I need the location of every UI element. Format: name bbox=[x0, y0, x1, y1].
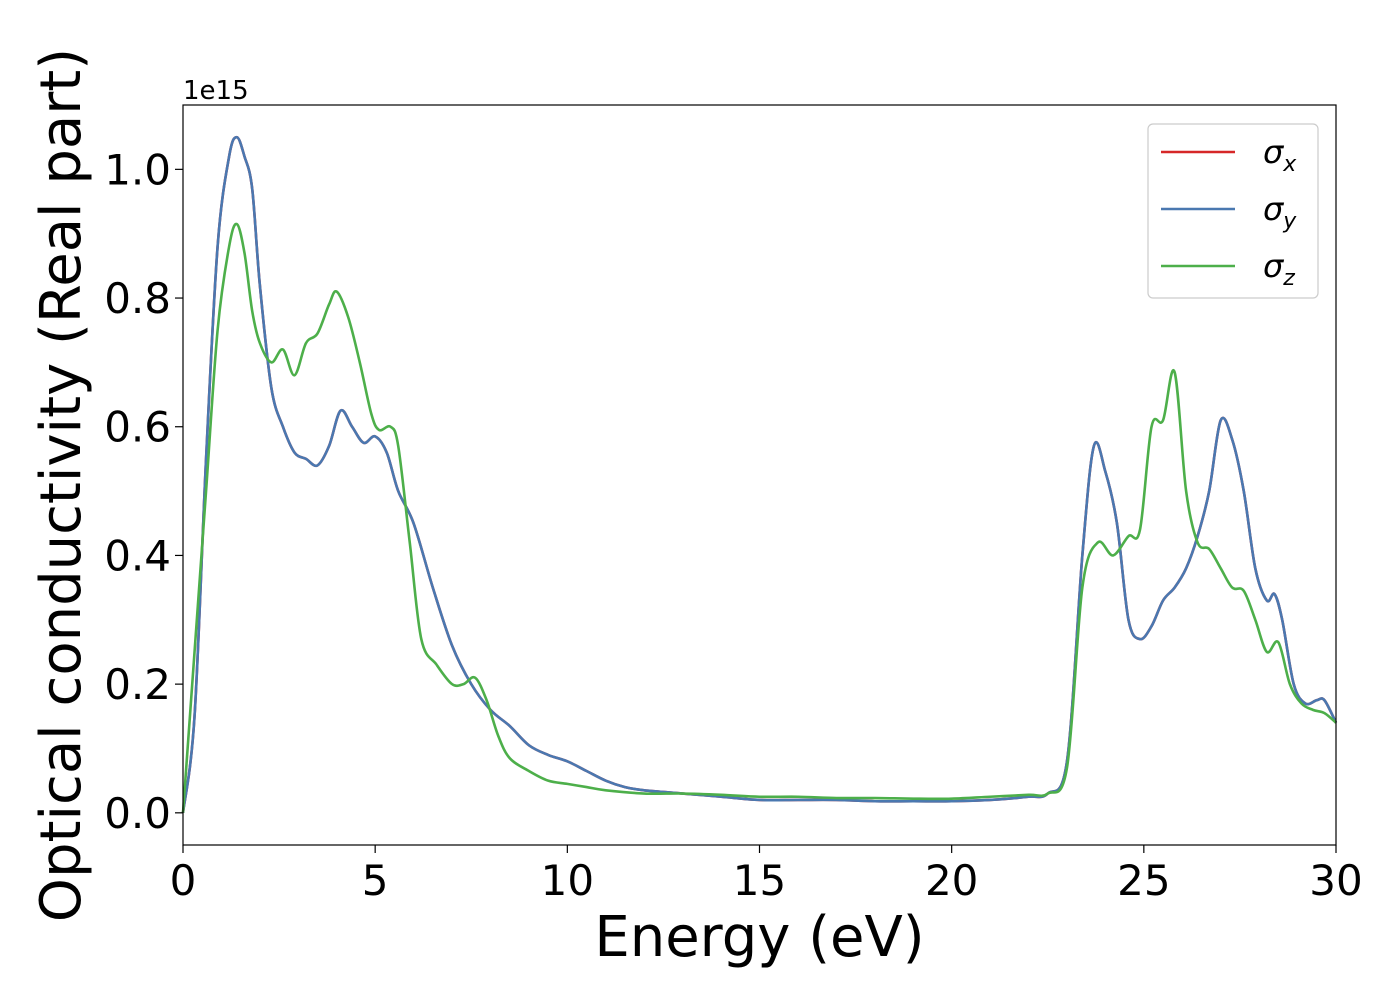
x-tick-label: 25 bbox=[1117, 856, 1170, 905]
x-tick-label: 5 bbox=[362, 856, 389, 905]
x-tick-label: 10 bbox=[541, 856, 594, 905]
y-tick-label: 1.0 bbox=[104, 145, 171, 194]
legend-label-y: σy bbox=[1263, 190, 1297, 234]
x-tick-label: 20 bbox=[925, 856, 978, 905]
x-tick-label: 0 bbox=[170, 856, 197, 905]
series-layer bbox=[181, 135, 1338, 813]
x-axis-ticks: 0 5 10 15 20 25 30 bbox=[170, 845, 1363, 905]
y-axis-title: Optical conductivity (Real part) bbox=[29, 48, 94, 922]
y-offset-label: 1e15 bbox=[183, 76, 249, 106]
legend: σx σy σz bbox=[1147, 123, 1319, 299]
legend-label-x: σx bbox=[1263, 133, 1297, 177]
legend-label-z: σz bbox=[1263, 247, 1295, 291]
x-tick-label: 30 bbox=[1309, 856, 1362, 905]
y-tick-label: 0.4 bbox=[104, 531, 171, 580]
y-tick-label: 0.2 bbox=[104, 660, 171, 709]
x-axis-title: Energy (eV) bbox=[594, 905, 924, 970]
x-tick-label: 15 bbox=[733, 856, 786, 905]
y-tick-label: 0.0 bbox=[104, 789, 171, 838]
y-axis-ticks: 0.0 0.2 0.4 0.6 0.8 1.0 bbox=[104, 145, 183, 838]
y-tick-label: 0.8 bbox=[104, 274, 171, 323]
series-line-z bbox=[181, 222, 1337, 813]
y-tick-label: 0.6 bbox=[104, 403, 171, 452]
legend-box bbox=[1147, 123, 1319, 299]
